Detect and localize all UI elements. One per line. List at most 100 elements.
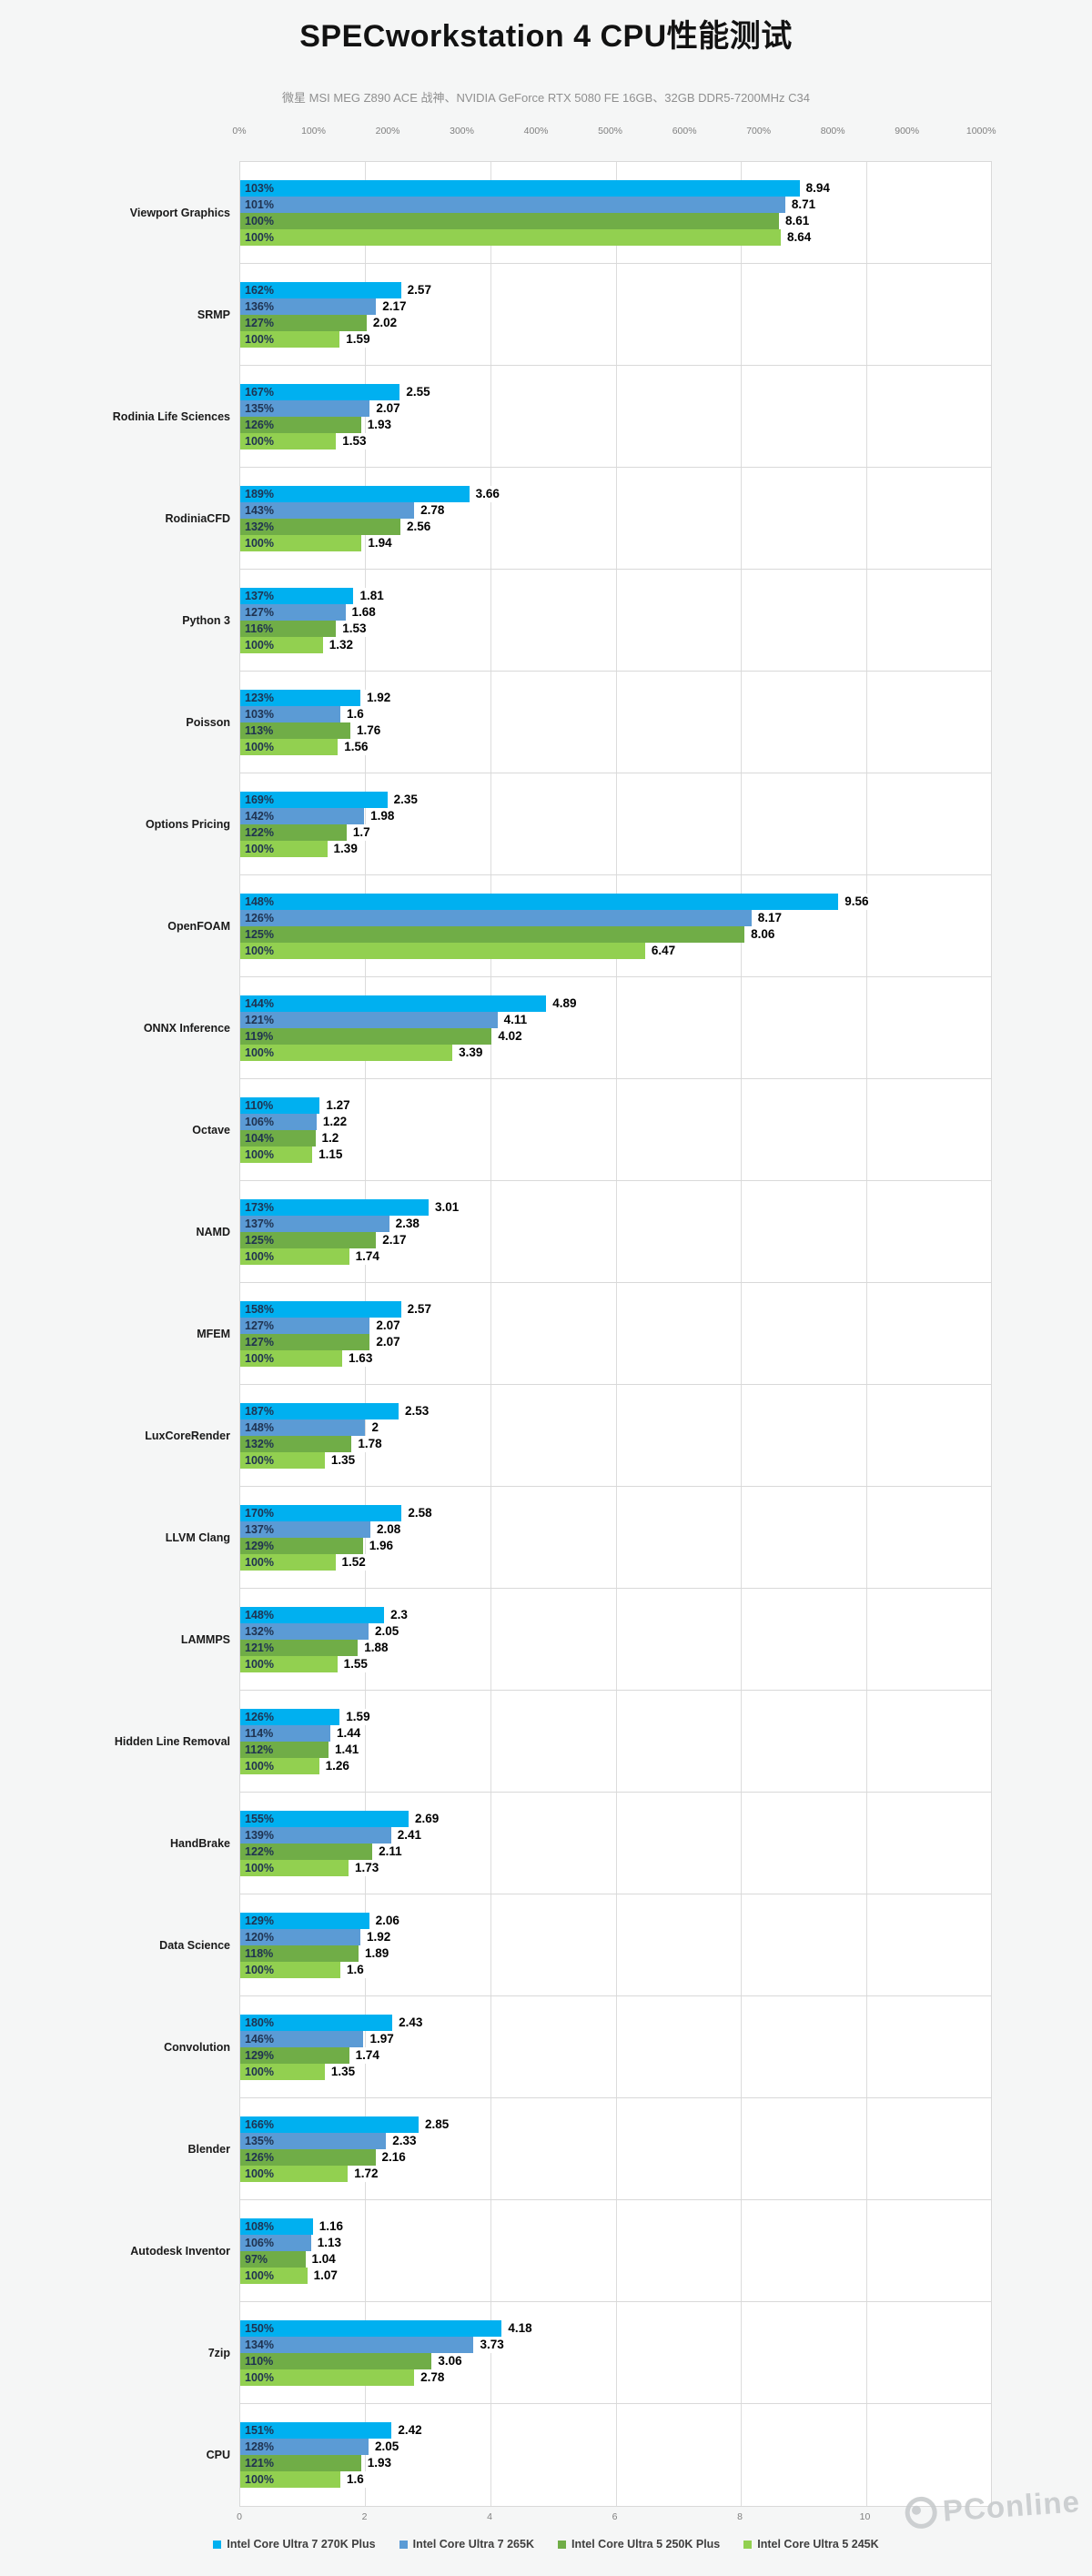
percent-label: 126% [245,1711,274,1723]
bar-track: 126% 1.59 [240,1709,991,1725]
percent-label: 166% [245,2118,274,2131]
percent-label: 127% [245,317,274,329]
bar-track: 127% 2.02 [240,315,991,331]
percent-label: 100% [245,537,274,550]
page-title: SPECworkstation 4 CPU性能测试 [299,19,793,54]
bar-track: 170% 2.58 [240,1505,991,1521]
bar-track: 135% 2.07 [240,400,991,417]
score-bar [240,1656,338,1672]
score-bar [240,2439,369,2455]
category-label: Octave [192,1123,230,1136]
score-bar [240,213,779,229]
score-bar [240,1742,329,1758]
benchmark-row: CPU 151% 2.42 128% 2.05 121% 1.93 100% 1… [207,2404,991,2506]
score-bar [240,1419,366,1436]
percent-label: 170% [245,1507,274,1520]
score-bar [240,1962,340,1978]
benchmark-row: Blender 166% 2.85 135% 2.33 126% 2.16 10… [187,2098,991,2200]
legend-swatch-icon [558,2540,566,2549]
percent-label: 100% [245,1352,274,1365]
percent-label: 167% [245,386,274,399]
value-label: 1.55 [341,1656,369,1672]
score-bar [240,502,415,519]
value-label: 8.94 [804,180,832,197]
bar-track: 121% 4.11 [240,1012,991,1028]
value-label: 2.69 [412,1811,441,1827]
score-bar [240,1844,373,1860]
score-bar [240,2353,432,2369]
score-bar [240,792,388,808]
benchmark-row: HandBrake 155% 2.69 139% 2.41 122% 2.11 … [170,1793,991,1894]
percent-label: 126% [245,2151,274,2164]
category-label: LAMMPS [180,1632,230,1646]
score-bar [240,535,362,551]
score-bar [240,910,752,926]
value-label: 3.01 [432,1199,461,1216]
score-bar [240,331,340,348]
value-label: 1.07 [311,2268,339,2284]
top-axis-tick-label: 1000% [966,126,996,136]
value-label: 1.81 [358,588,386,604]
percent-label: 137% [245,1217,274,1230]
score-bar [240,1538,363,1554]
value-label: 1.59 [344,1709,372,1725]
score-bar [240,417,361,433]
percent-label: 126% [245,419,274,431]
percent-label: 101% [245,198,274,211]
bar-track: 100% 1.63 [240,1350,991,1367]
percent-label: 137% [245,1523,274,1536]
score-bar [240,926,745,943]
value-label: 2.58 [406,1505,434,1521]
bar-track: 155% 2.69 [240,1811,991,1827]
score-bar [240,2455,361,2471]
category-label: SRMP [197,308,230,321]
percent-label: 118% [245,1947,274,1960]
bar-track: 132% 1.78 [240,1436,991,1452]
value-label: 4.02 [496,1028,524,1045]
percent-label: 137% [245,590,274,602]
value-label: 3.73 [478,2337,506,2353]
value-label: 2.57 [405,1301,433,1318]
bar-track: 100% 1.73 [240,1860,991,1876]
percent-label: 112% [245,1743,274,1756]
percent-label: 100% [245,2066,274,2078]
bar-track: 158% 2.57 [240,1301,991,1318]
score-bar [240,197,785,213]
percent-label: 121% [245,1014,274,1026]
bar-group: 158% 2.57 127% 2.07 127% 2.07 100% 1.63 [240,1301,991,1367]
bottom-score-axis: 0 2 4 6 8 10 [237,2511,990,2524]
score-bar [240,2166,349,2182]
value-label: 1.52 [339,1554,368,1571]
bar-group: 189% 3.66 143% 2.78 132% 2.56 100% 1.94 [240,486,991,551]
value-label: 2.38 [393,1216,421,1232]
bar-track: 148% 2.3 [240,1607,991,1623]
benchmark-row: LuxCoreRender 187% 2.53 148% 2 132% 1.78… [145,1385,991,1487]
percent-label: 100% [245,2371,274,2384]
percent-label: 110% [245,1099,274,1112]
percent-label: 108% [245,2220,274,2233]
value-label: 2.17 [380,1232,409,1248]
value-label: 1.44 [335,1725,363,1742]
bar-track: 100% 8.64 [240,229,991,246]
bar-track: 106% 1.22 [240,1114,991,1130]
score-bar [240,1945,359,1962]
benchmark-row: ONNX Inference 144% 4.89 121% 4.11 119% … [144,977,991,1079]
score-bar [240,894,839,910]
value-label: 1.88 [362,1640,390,1656]
bar-track: 100% 1.6 [240,1962,991,1978]
bar-track: 100% 1.52 [240,1554,991,1571]
bar-track: 100% 1.94 [240,535,991,551]
bar-track: 122% 1.7 [240,824,991,841]
bar-track: 125% 8.06 [240,926,991,943]
score-bar [240,2268,308,2284]
legend: Intel Core Ultra 7 270K Plus Intel Core U… [0,2538,1092,2551]
bar-track: 127% 1.68 [240,604,991,621]
score-bar [240,1640,359,1656]
bar-track: 136% 2.17 [240,298,991,315]
percent-label: 146% [245,2033,274,2046]
bottom-axis-tick-label: 8 [737,2511,743,2522]
percent-label: 100% [245,1862,274,1874]
percent-label: 100% [245,1760,274,1773]
bar-track: 108% 1.16 [240,2218,991,2235]
bar-track: 126% 8.17 [240,910,991,926]
